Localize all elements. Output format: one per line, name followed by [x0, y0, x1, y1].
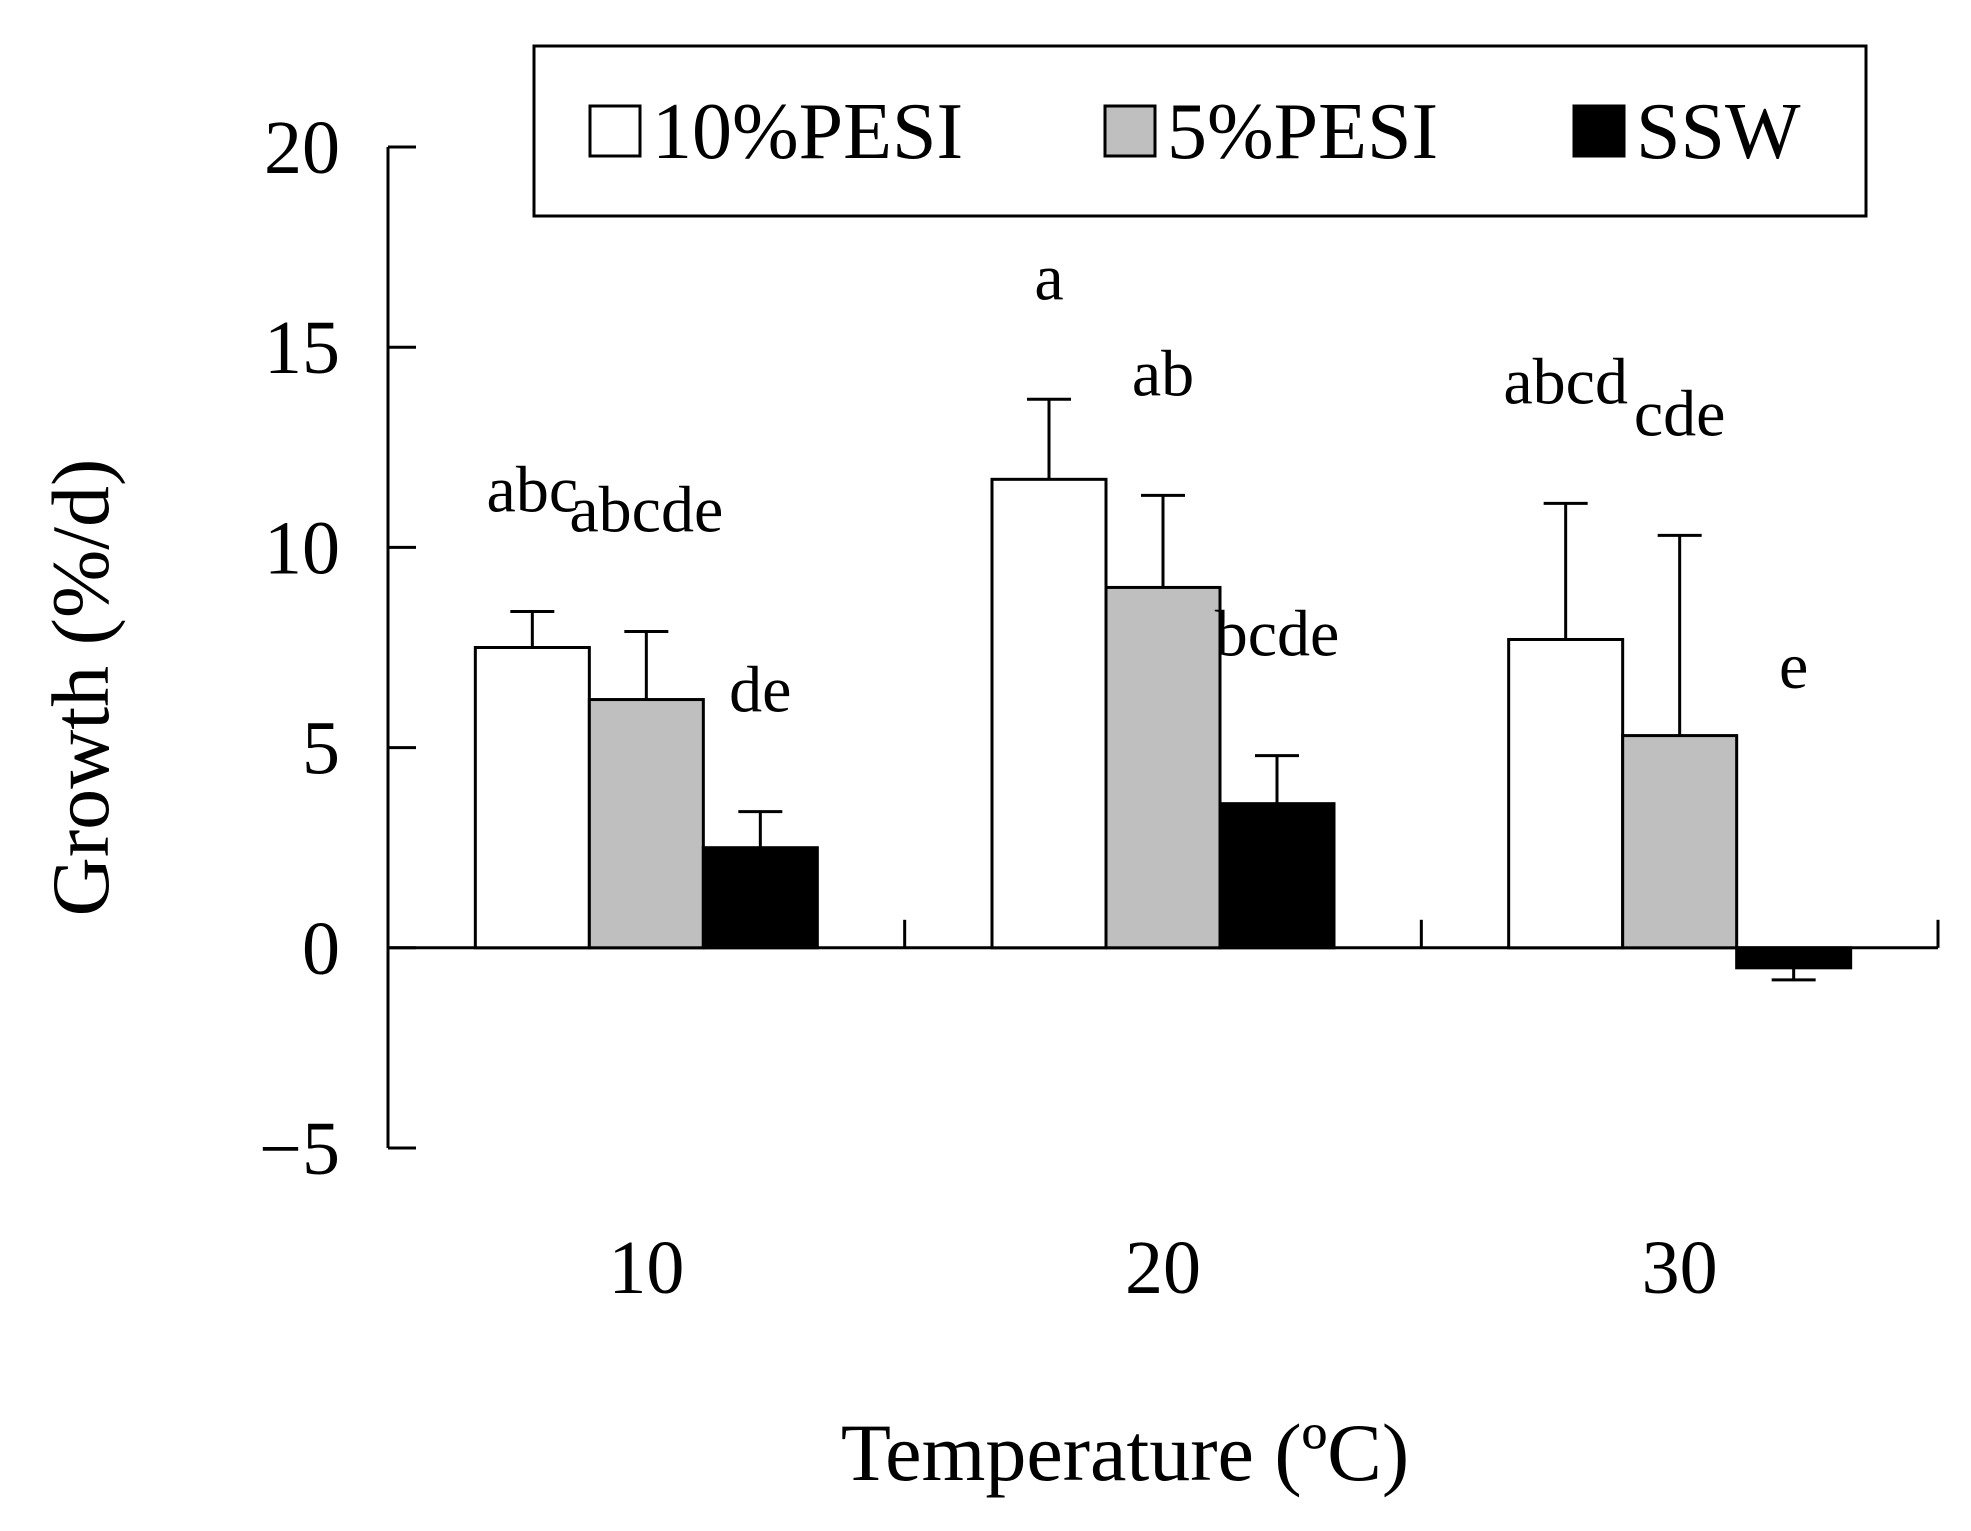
bar-ssw — [1735, 946, 1853, 970]
bar-5pesi — [1621, 734, 1739, 950]
significance-label: abcd — [1503, 345, 1628, 418]
bar-ssw — [701, 846, 819, 950]
legend-label: 5%PESI — [1167, 88, 1438, 176]
legend-box — [532, 44, 1868, 218]
significance-label: de — [729, 654, 791, 727]
y-tick-label: 0 — [302, 907, 340, 991]
bar-5pesi — [1104, 585, 1222, 950]
significance-label: ab — [1132, 337, 1194, 410]
y-tick-label: 20 — [264, 106, 340, 190]
legend-label: 10%PESI — [652, 88, 963, 176]
x-tick-label: 10 — [608, 1226, 684, 1310]
significance-label: abc — [487, 453, 579, 526]
legend-swatch — [588, 104, 642, 158]
bar-10pesi — [473, 646, 591, 950]
significance-label: e — [1779, 630, 1808, 703]
bar-10pesi — [1507, 637, 1625, 950]
significance-label: bcde — [1215, 598, 1340, 671]
legend-label: SSW — [1636, 88, 1801, 176]
x-axis-title: Temperature (ºC) — [841, 1407, 1409, 1498]
significance-label: cde — [1634, 377, 1726, 450]
bar-ssw — [1218, 802, 1336, 950]
legend-swatch — [1572, 104, 1626, 158]
significance-label: a — [1034, 241, 1063, 314]
y-axis-title: Growth (%/d) — [35, 459, 126, 917]
y-tick-label: 10 — [264, 506, 340, 590]
x-tick-label: 30 — [1642, 1226, 1718, 1310]
x-tick-label: 20 — [1125, 1226, 1201, 1310]
y-tick-label: 5 — [302, 707, 340, 791]
legend-swatch — [1103, 104, 1157, 158]
bar-5pesi — [587, 698, 705, 950]
y-tick-label: −5 — [259, 1107, 340, 1191]
y-tick-label: 15 — [264, 306, 340, 390]
bar-10pesi — [990, 477, 1108, 950]
significance-label: abcde — [569, 473, 723, 546]
